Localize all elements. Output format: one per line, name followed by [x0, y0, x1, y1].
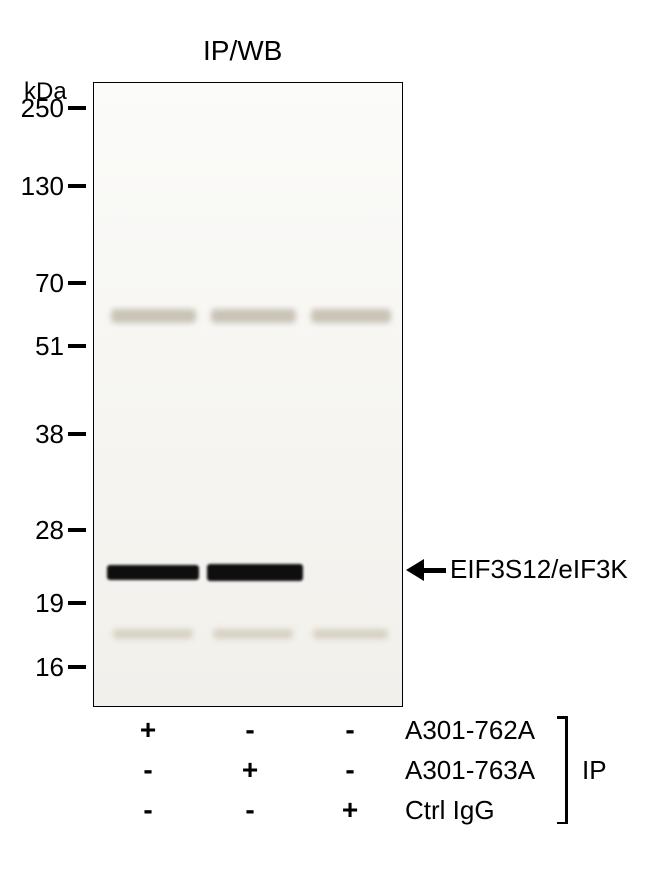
ip-symbol: -: [236, 714, 264, 746]
ip-bracket-cap: [557, 716, 565, 719]
ip-antibody-label: A301-763A: [405, 755, 535, 786]
mw-tick: [68, 106, 86, 110]
mw-label: 51: [6, 331, 64, 362]
faint-band: [113, 629, 193, 639]
mw-label: 70: [6, 268, 64, 299]
ip-symbol: +: [134, 714, 162, 746]
ip-symbol: -: [134, 754, 162, 786]
mw-label: 130: [6, 171, 64, 202]
target-band-label: EIF3S12/eIF3K: [450, 554, 628, 585]
target-band: [207, 564, 303, 581]
blot-background: [93, 82, 403, 707]
western-blot-figure: IP/WB kDa 250130705138281916 EIF3S12/eIF…: [0, 0, 650, 873]
mw-label: 28: [6, 515, 64, 546]
blot-membrane: [93, 82, 403, 707]
nonspecific-band: [311, 309, 391, 323]
ip-symbol: +: [236, 754, 264, 786]
faint-band: [213, 629, 293, 639]
arrow-head-icon: [406, 559, 424, 581]
ip-symbol: +: [336, 794, 364, 826]
mw-label: 16: [6, 652, 64, 683]
ip-antibody-label: A301-762A: [405, 715, 535, 746]
arrow-shaft: [424, 568, 446, 573]
mw-tick: [68, 665, 86, 669]
target-band: [107, 565, 199, 580]
ip-symbol: -: [336, 714, 364, 746]
ip-symbol: -: [236, 794, 264, 826]
nonspecific-band: [111, 309, 196, 323]
figure-title: IP/WB: [203, 35, 282, 67]
mw-tick: [68, 601, 86, 605]
ip-bracket-cap: [557, 822, 565, 825]
nonspecific-band: [211, 309, 296, 323]
mw-label: 38: [6, 419, 64, 450]
ip-bracket: [565, 716, 568, 824]
mw-tick: [68, 281, 86, 285]
mw-tick: [68, 184, 86, 188]
ip-symbol: -: [336, 754, 364, 786]
ip-label: IP: [582, 755, 607, 786]
mw-tick: [68, 432, 86, 436]
mw-tick: [68, 528, 86, 532]
ip-symbol: -: [134, 794, 162, 826]
faint-band: [313, 629, 388, 639]
mw-tick: [68, 344, 86, 348]
mw-label: 250: [6, 93, 64, 124]
mw-label: 19: [6, 588, 64, 619]
ip-antibody-label: Ctrl IgG: [405, 795, 495, 826]
